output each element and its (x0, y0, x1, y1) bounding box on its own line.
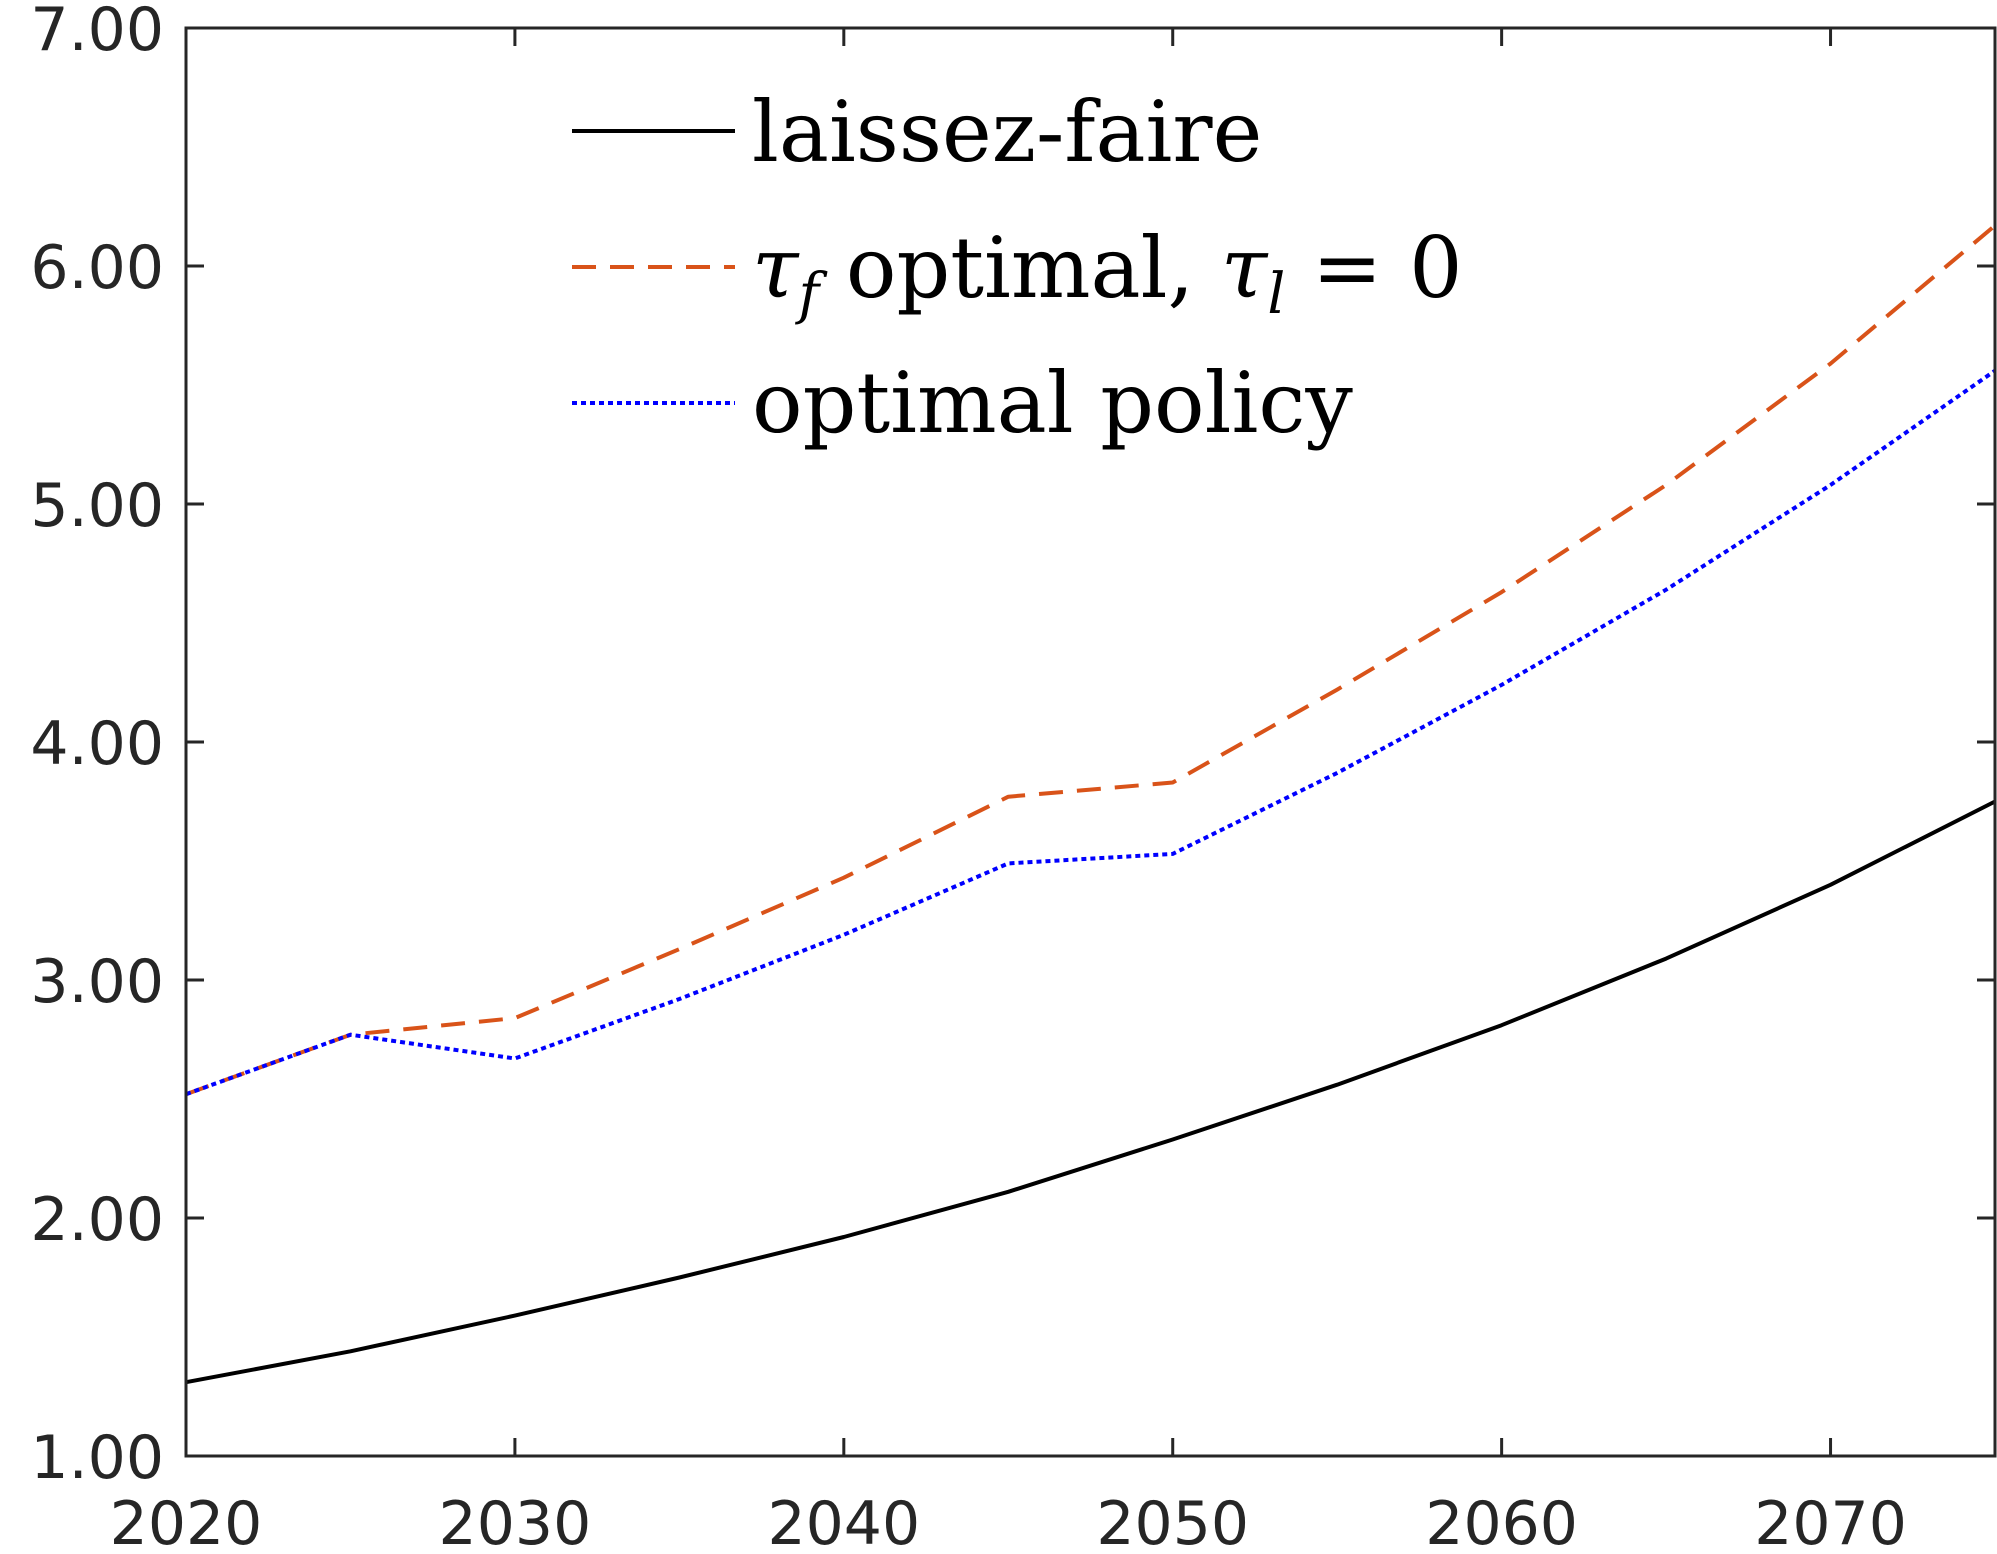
y-tick-labels: 1.00 2.00 3.00 4.00 5.00 6.00 7.00 (30, 0, 164, 1493)
y-tick-label-5.00: 5.00 (30, 471, 164, 541)
legend-label-tau-f-optimal: τf optimal, τl = 0 (752, 219, 1463, 327)
x-tick-label-2030: 2030 (439, 1489, 592, 1554)
tau-l-symbol: τ (1221, 219, 1269, 317)
legend: laissez-faire τf optimal, τl = 0 optimal… (572, 83, 1463, 452)
x-tick-label-2040: 2040 (767, 1489, 920, 1554)
x-tick-label-2020: 2020 (110, 1489, 263, 1554)
tau-l-label-tail: = 0 (1285, 219, 1462, 317)
y-tick-label-4.00: 4.00 (30, 709, 164, 779)
y-tick-label-7.00: 7.00 (30, 0, 164, 65)
x-tick-label-2050: 2050 (1096, 1489, 1249, 1554)
y-tick-label-2.00: 2.00 (30, 1185, 164, 1255)
tau-f-label-middle: optimal, (819, 219, 1221, 317)
plot-lines (185, 223, 1997, 1385)
legend-label-laissez-faire: laissez-faire (752, 83, 1262, 181)
y-tick-label-1.00: 1.00 (30, 1423, 164, 1493)
ticks (184, 26, 1995, 1458)
y-tick-label-3.00: 3.00 (30, 947, 164, 1017)
tau-f-symbol: τ (752, 219, 800, 317)
tau-l-subscript: l (1267, 262, 1285, 327)
y-tick-label-6.00: 6.00 (30, 233, 164, 303)
legend-label-optimal-policy: optimal policy (752, 354, 1353, 452)
series-line-tau-f-optimal (185, 223, 1997, 1097)
series-line-laissez-faire (185, 799, 1996, 1385)
x-tick-label-2060: 2060 (1425, 1489, 1578, 1554)
x-tick-labels: 2020 2030 2040 2050 2060 2070 (110, 1489, 1907, 1554)
x-tick-label-2070: 2070 (1754, 1489, 1907, 1554)
series-line-optimal-policy (185, 369, 1997, 1097)
